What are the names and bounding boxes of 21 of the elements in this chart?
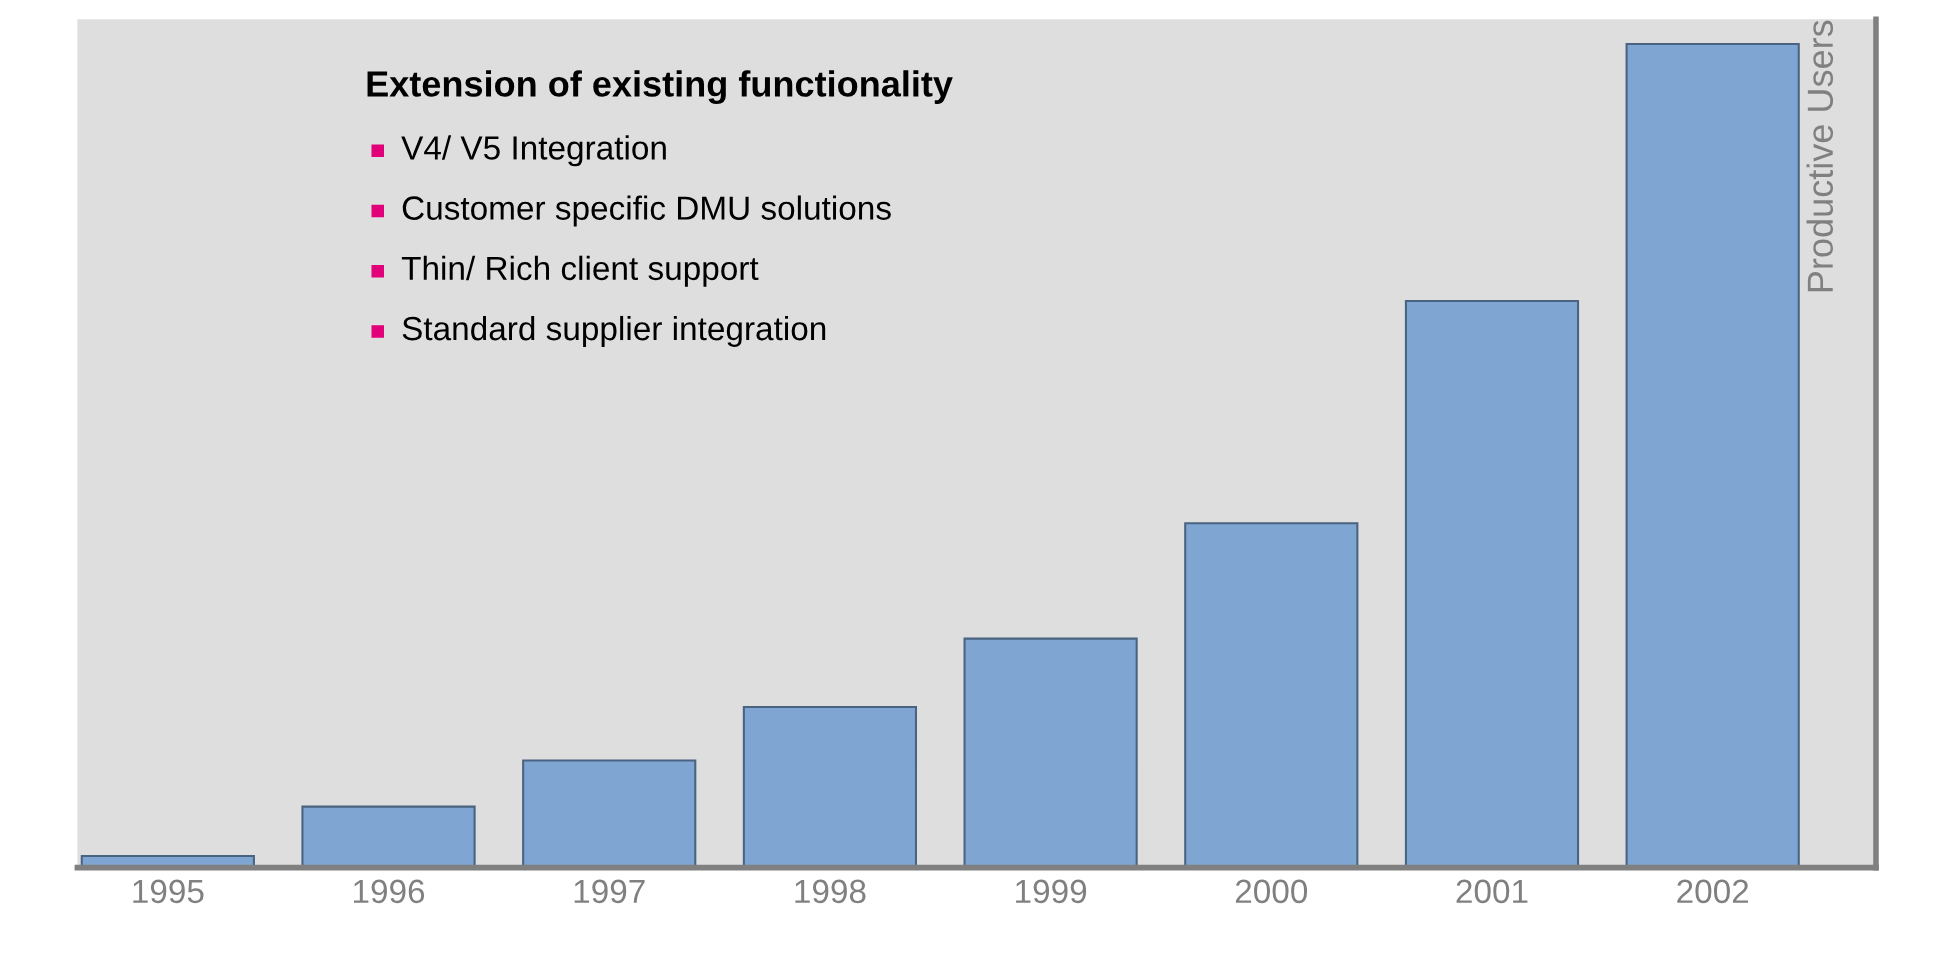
bar [1404, 299, 1580, 868]
bar [742, 705, 918, 868]
bar [301, 805, 476, 868]
x-tick-label: 2001 [1456, 879, 1528, 904]
y-axis-title: Productive Users [1806, 20, 1834, 292]
annotation: Thin/ Rich client support [401, 255, 759, 287]
x-tick-label: 2000 [1235, 879, 1308, 904]
text: Extension of existing functionality [367, 70, 953, 105]
x-tick-label: 1995 [133, 879, 204, 904]
bar [1184, 522, 1359, 868]
annotation: Customer specific DMU solutions [402, 195, 891, 227]
annotation: V4/ V5 Integration [401, 135, 666, 167]
x-tick-label: 1998 [795, 879, 866, 904]
x-tick-label: 2002 [1677, 879, 1749, 904]
x-tick-label: 1996 [354, 879, 425, 904]
bar [963, 637, 1138, 868]
bar [522, 759, 697, 868]
x-tick-label: 1999 [1016, 879, 1087, 904]
bar [1625, 42, 1800, 868]
x-tick-label: 1997 [574, 879, 645, 904]
annotation: Standard supplier integration [402, 315, 826, 347]
